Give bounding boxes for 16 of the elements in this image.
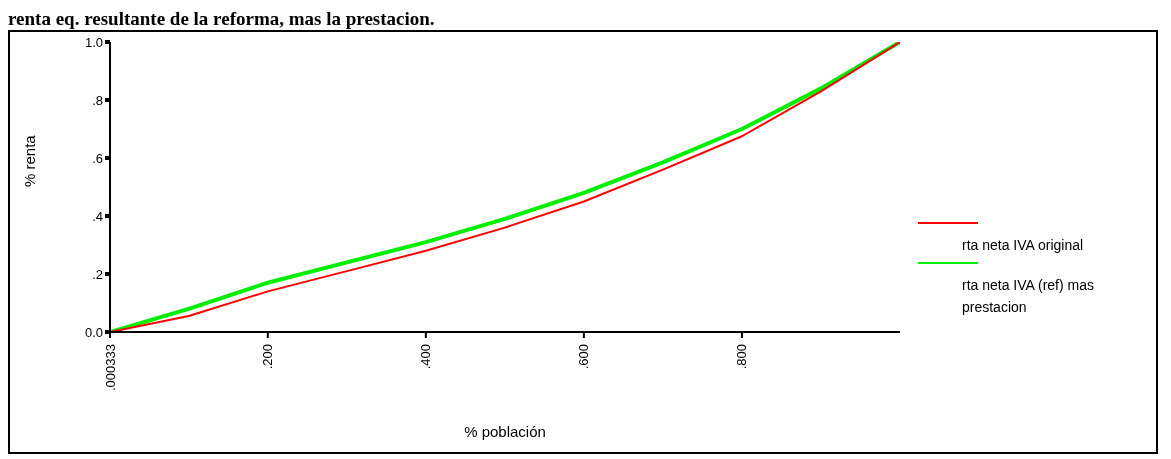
x-axis-title: % población <box>464 423 546 440</box>
x-tick-label: .600 <box>576 344 592 370</box>
legend-label: rta neta IVA (ref) mas prestacion <box>962 276 1095 317</box>
y-tick-label: .8 <box>92 92 103 108</box>
x-tick-label: .800 <box>734 344 750 370</box>
x-tick-label: .000333 <box>102 344 118 391</box>
x-tick-label: .200 <box>260 344 276 370</box>
x-tick-label: .400 <box>418 344 434 370</box>
y-tick-label: .4 <box>92 208 103 224</box>
legend-label: rta neta IVA original <box>962 236 1085 255</box>
y-tick-label: 1.0 <box>84 34 103 50</box>
y-tick-label: .6 <box>92 150 103 166</box>
chart-title: renta eq. resultante de la reforma, mas la prestacion. <box>8 8 436 30</box>
y-axis-title: % renta <box>21 134 39 187</box>
y-tick-label: 0.0 <box>84 324 103 340</box>
y-tick-label: .2 <box>92 266 103 282</box>
